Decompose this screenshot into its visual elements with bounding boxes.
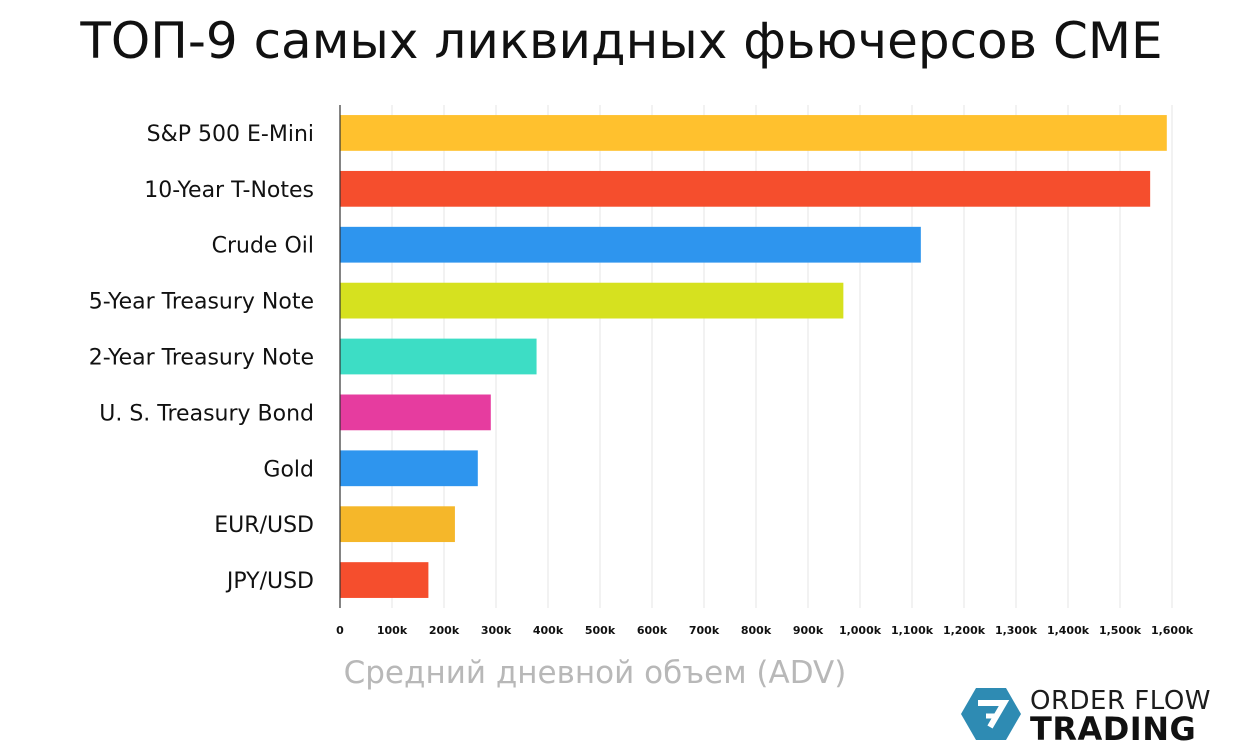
category-label: U. S. Treasury Bond	[99, 401, 314, 426]
category-label: 2-Year Treasury Note	[89, 346, 314, 371]
category-label: 10-Year T-Notes	[144, 178, 314, 203]
x-tick-label: 0	[336, 624, 344, 637]
bar	[340, 506, 455, 543]
bar	[340, 170, 1151, 207]
bar	[340, 282, 844, 319]
bars	[340, 115, 1167, 598]
category-label: EUR/USD	[214, 513, 314, 538]
category-label: S&P 500 E-Mini	[147, 122, 314, 147]
x-tick-label: 500k	[585, 624, 616, 637]
category-label: JPY/USD	[225, 569, 314, 594]
category-label: Crude Oil	[212, 234, 314, 259]
bar	[340, 338, 537, 375]
logo-text-bottom: TRADING	[1030, 710, 1197, 748]
category-labels: S&P 500 E-Mini 10-Year T-Notes Crude Oil 5-…	[89, 122, 314, 594]
category-label: 5-Year Treasury Note	[89, 290, 314, 315]
x-tick-label: 800k	[741, 624, 772, 637]
x-tick-label: 1,500k	[1099, 624, 1142, 637]
x-tick-label: 1,300k	[995, 624, 1038, 637]
x-tick-label: 1,000k	[839, 624, 882, 637]
logo-text-top: ORDER FLOW	[1030, 686, 1211, 716]
chart-title: ТОП-9 самых ликвидных фьючерсов CME	[80, 12, 1163, 70]
x-tick-label: 900k	[793, 624, 824, 637]
x-tick-label: 700k	[689, 624, 720, 637]
x-tick-label: 400k	[533, 624, 564, 637]
x-tick-label: 1,100k	[891, 624, 934, 637]
x-tick-label: 200k	[429, 624, 460, 637]
x-tick-label: 1,200k	[943, 624, 986, 637]
category-label: Gold	[263, 457, 314, 482]
logo-mark-icon	[961, 688, 1021, 740]
bar	[340, 394, 491, 431]
bar	[340, 562, 429, 598]
x-tick-label: 100k	[377, 624, 408, 637]
x-axis-label: Средний дневной объем (ADV)	[343, 655, 847, 691]
x-tick-label: 600k	[637, 624, 668, 637]
bar	[340, 115, 1167, 151]
x-tick-labels: 0 100k 200k 300k 400k 500k 600k 700k 800k 900k 1,0…	[336, 624, 1194, 637]
x-tick-label: 1,400k	[1047, 624, 1090, 637]
bar	[340, 226, 921, 263]
x-tick-label: 1,600k	[1151, 624, 1194, 637]
order-flow-trading-logo: ORDER FLOW TRADING	[960, 686, 1230, 748]
bar	[340, 450, 478, 487]
x-tick-label: 300k	[481, 624, 512, 637]
